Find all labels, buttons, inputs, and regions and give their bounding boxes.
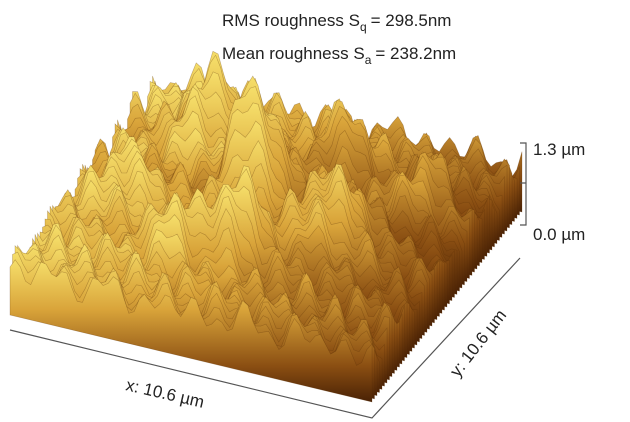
mean-roughness: Mean roughness Sa = 238.2nm <box>222 44 456 67</box>
y-axis-label: y: 10.6 µm <box>446 306 510 381</box>
x-axis-label: x: 10.6 µm <box>124 375 206 411</box>
z-scale-bar <box>520 142 527 226</box>
rms-roughness: RMS roughness Sq = 298.5nm <box>222 11 451 34</box>
base-axes <box>9 257 521 419</box>
surface <box>9 50 523 403</box>
z-top-label: 1.3 µm <box>533 140 585 159</box>
surface-strip <box>9 259 373 403</box>
z-bottom-label: 0.0 µm <box>533 225 585 244</box>
